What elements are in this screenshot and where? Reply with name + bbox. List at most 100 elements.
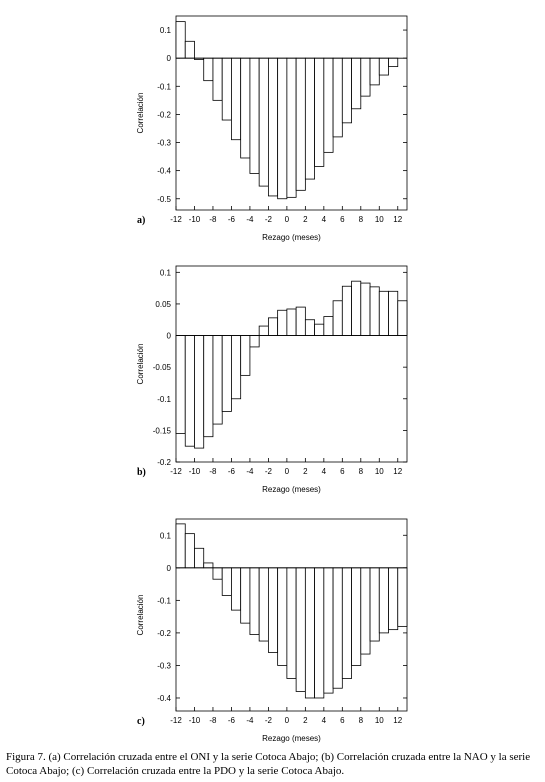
bar xyxy=(388,57,399,68)
bar xyxy=(212,57,223,101)
plot-frame xyxy=(175,15,408,211)
y-tick-label: 0.1 xyxy=(160,531,172,540)
bar xyxy=(378,57,389,76)
x-tick-label: -2 xyxy=(265,215,273,224)
x-axis-title: Rezago (meses) xyxy=(262,485,321,494)
y-tick-label: -0.1 xyxy=(157,82,171,91)
bar xyxy=(258,57,269,187)
bar xyxy=(212,567,223,580)
bar xyxy=(203,57,214,82)
panel-label: c) xyxy=(137,716,145,727)
y-tick-label: -0.2 xyxy=(157,629,171,638)
x-tick-label: -8 xyxy=(209,215,217,224)
y-tick-label: 0.05 xyxy=(155,300,171,309)
bar xyxy=(184,335,195,447)
bar xyxy=(388,290,399,336)
bar xyxy=(258,325,269,336)
bar xyxy=(397,567,408,627)
x-axis-title: Rezago (meses) xyxy=(262,734,321,743)
bar xyxy=(175,523,186,569)
y-tick-label: -0.2 xyxy=(157,110,171,119)
caption: Figura 7. (a) Correlación cruzada entre … xyxy=(6,751,531,777)
bar xyxy=(323,57,334,153)
bar xyxy=(231,335,242,400)
bar xyxy=(231,57,242,141)
x-tick-label: -2 xyxy=(265,716,273,725)
x-tick-label: -4 xyxy=(246,215,254,224)
bar xyxy=(397,300,408,336)
bar xyxy=(369,567,380,642)
panel-label: b) xyxy=(137,467,146,478)
bar xyxy=(231,567,242,611)
bar xyxy=(267,57,279,197)
x-tick-label: -10 xyxy=(189,467,201,476)
bar xyxy=(277,309,288,336)
bar xyxy=(175,21,186,59)
bar xyxy=(332,57,343,138)
bar xyxy=(304,567,315,699)
x-tick-label: -8 xyxy=(209,716,217,725)
bar xyxy=(249,57,260,174)
x-tick-label: -12 xyxy=(170,467,182,476)
bar xyxy=(221,57,232,121)
bar xyxy=(388,567,399,631)
bar xyxy=(194,547,205,569)
x-tick-label: -4 xyxy=(246,467,254,476)
y-tick-label: 0 xyxy=(167,332,172,341)
x-tick-label: 0 xyxy=(285,467,290,476)
x-tick-label: -6 xyxy=(228,215,236,224)
x-tick-label: -12 xyxy=(170,716,182,725)
figure: 0.1 0 -0.1 -0.2 -0.3 -0.4 -0.5 -12 -10 -8 -6 -4 -2 0 2… xyxy=(136,15,408,743)
bar xyxy=(267,317,279,336)
bar xyxy=(212,335,223,425)
bar xyxy=(304,57,315,180)
bar xyxy=(277,57,288,200)
x-tick-label: 6 xyxy=(340,716,345,725)
bar xyxy=(184,40,195,59)
x-tick-label: 0 xyxy=(285,215,290,224)
x-tick-label: 6 xyxy=(340,215,345,224)
y-axis-title: Correlación xyxy=(136,93,145,134)
y-tick-label: -0.4 xyxy=(157,167,171,176)
bar xyxy=(221,335,232,412)
bar xyxy=(194,335,205,449)
x-tick-label: 2 xyxy=(303,215,308,224)
x-tick-label: 0 xyxy=(285,716,290,725)
bar xyxy=(323,567,334,694)
bar xyxy=(369,57,380,86)
x-tick-label: -2 xyxy=(265,467,273,476)
bar xyxy=(240,57,251,159)
bar xyxy=(240,567,251,624)
x-tick-label: -6 xyxy=(228,467,236,476)
bar xyxy=(286,308,297,336)
y-axis-title: Correlación xyxy=(136,595,145,636)
bar xyxy=(258,567,269,642)
bar xyxy=(295,567,306,692)
x-tick-label: 4 xyxy=(322,716,327,725)
x-tick-label: 8 xyxy=(359,467,364,476)
x-tick-label: 10 xyxy=(375,467,384,476)
y-tick-label: -0.5 xyxy=(157,195,171,204)
bar xyxy=(240,335,251,376)
x-axis-title: Rezago (meses) xyxy=(262,233,321,242)
bar xyxy=(175,335,186,434)
y-tick-label: -0.05 xyxy=(153,363,172,372)
bar xyxy=(295,306,306,336)
panel-label: a) xyxy=(137,215,145,226)
x-tick-label: 12 xyxy=(393,467,402,476)
bar xyxy=(286,567,297,679)
y-tick-label: 0 xyxy=(167,564,172,573)
y-tick-label: 0.1 xyxy=(160,268,172,277)
x-tick-label: 2 xyxy=(303,467,308,476)
bar xyxy=(314,323,325,336)
bar xyxy=(286,57,297,198)
x-tick-label: 10 xyxy=(375,215,384,224)
x-tick-label: 8 xyxy=(359,716,364,725)
bar xyxy=(277,567,288,666)
x-tick-label: -10 xyxy=(189,716,201,725)
bar xyxy=(295,57,306,191)
x-tick-label: 4 xyxy=(322,215,327,224)
bar xyxy=(267,567,279,653)
bar xyxy=(221,567,232,596)
